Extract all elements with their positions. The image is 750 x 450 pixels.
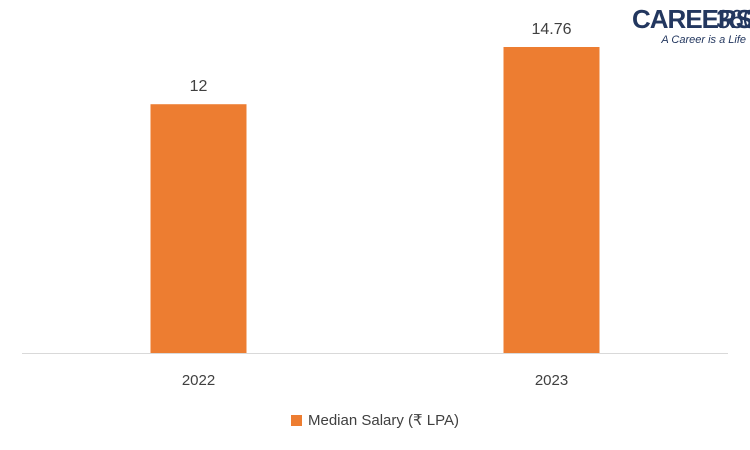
legend-label: Median Salary (₹ LPA) (308, 412, 459, 429)
labels-layer: 12 2022 14.76 2023 (182, 21, 572, 389)
data-label-2023: 14.76 (531, 21, 571, 38)
x-tick-label-2022: 2022 (182, 372, 215, 389)
data-label-2022: 12 (190, 78, 208, 95)
logo-number: 360 (716, 4, 750, 34)
legend-swatch (291, 414, 302, 426)
bar-2023 (503, 47, 600, 353)
careers360-logo: CAREERS 360 A Career is a Life (630, 4, 750, 54)
bar-2022 (150, 104, 247, 353)
logo-tagline: A Career is a Life (661, 34, 746, 46)
x-tick-label-2023: 2023 (535, 372, 568, 389)
logo-wordmark: CAREERS (632, 4, 750, 34)
legend: Median Salary (₹ LPA) (0, 408, 750, 432)
bars-layer (150, 47, 600, 353)
